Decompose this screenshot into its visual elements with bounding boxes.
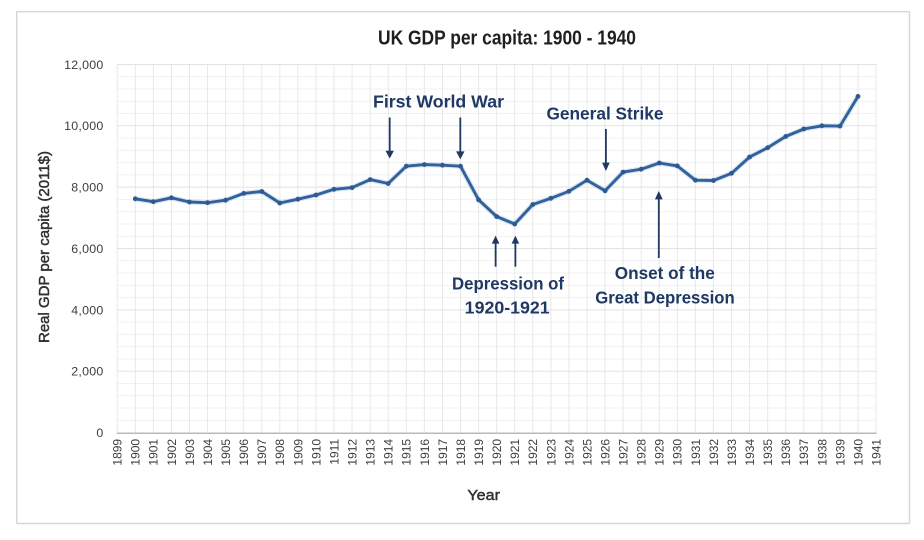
- svg-text:1914: 1914: [382, 439, 396, 466]
- svg-text:1904: 1904: [201, 439, 215, 466]
- svg-text:1901: 1901: [147, 439, 161, 466]
- svg-text:1926: 1926: [599, 439, 613, 466]
- svg-text:1932: 1932: [707, 439, 721, 466]
- svg-text:1921: 1921: [508, 439, 522, 466]
- svg-text:2,000: 2,000: [71, 365, 103, 379]
- svg-text:1916: 1916: [418, 439, 432, 466]
- svg-text:1909: 1909: [291, 439, 305, 466]
- svg-text:1908: 1908: [273, 439, 287, 466]
- svg-text:1925: 1925: [580, 439, 594, 466]
- svg-text:1913: 1913: [364, 439, 378, 466]
- svg-text:Real GDP per capita (2011$): Real GDP per capita (2011$): [37, 151, 53, 343]
- svg-text:1928: 1928: [635, 439, 649, 466]
- svg-text:Year: Year: [467, 488, 500, 504]
- svg-text:1941: 1941: [870, 439, 884, 466]
- svg-text:First World War: First World War: [373, 92, 504, 112]
- svg-text:4,000: 4,000: [71, 303, 103, 317]
- svg-text:1929: 1929: [653, 439, 667, 466]
- svg-text:1920-1921: 1920-1921: [465, 298, 550, 318]
- svg-text:1934: 1934: [743, 439, 757, 466]
- svg-text:1907: 1907: [255, 439, 269, 466]
- svg-text:1903: 1903: [183, 439, 197, 466]
- svg-text:1900: 1900: [129, 439, 143, 466]
- svg-text:1922: 1922: [526, 439, 540, 466]
- svg-text:1939: 1939: [833, 439, 847, 466]
- svg-text:1933: 1933: [725, 439, 739, 466]
- svg-text:6,000: 6,000: [71, 242, 103, 256]
- svg-text:1917: 1917: [436, 439, 450, 466]
- svg-text:Great Depression: Great Depression: [595, 288, 735, 308]
- svg-text:1938: 1938: [815, 439, 829, 466]
- svg-text:1937: 1937: [797, 439, 811, 466]
- svg-text:0: 0: [96, 426, 103, 440]
- svg-text:1906: 1906: [237, 439, 251, 466]
- svg-text:1920: 1920: [490, 439, 504, 466]
- svg-text:1936: 1936: [779, 439, 793, 466]
- svg-text:1911: 1911: [327, 439, 341, 465]
- svg-text:10,000: 10,000: [64, 119, 103, 133]
- svg-text:1940: 1940: [851, 439, 865, 466]
- svg-text:Onset of the: Onset of the: [615, 263, 715, 283]
- svg-text:1923: 1923: [544, 439, 558, 466]
- svg-text:1910: 1910: [309, 439, 323, 466]
- svg-text:1905: 1905: [219, 439, 233, 466]
- svg-text:1919: 1919: [472, 439, 486, 466]
- svg-text:12,000: 12,000: [64, 58, 103, 72]
- svg-text:8,000: 8,000: [71, 181, 103, 195]
- svg-text:1924: 1924: [562, 439, 576, 466]
- svg-text:1930: 1930: [671, 439, 685, 466]
- svg-text:UK GDP per capita: 1900 - 1940: UK GDP per capita: 1900 - 1940: [378, 27, 636, 50]
- svg-text:1912: 1912: [346, 439, 360, 466]
- svg-text:1902: 1902: [165, 439, 179, 466]
- svg-text:1915: 1915: [400, 439, 414, 466]
- svg-text:Depression of: Depression of: [452, 273, 564, 293]
- svg-text:1931: 1931: [689, 439, 703, 466]
- svg-text:1899: 1899: [111, 439, 125, 466]
- svg-text:General Strike: General Strike: [547, 104, 664, 124]
- svg-text:1927: 1927: [617, 439, 631, 466]
- svg-text:1918: 1918: [454, 439, 468, 466]
- svg-text:1935: 1935: [761, 439, 775, 466]
